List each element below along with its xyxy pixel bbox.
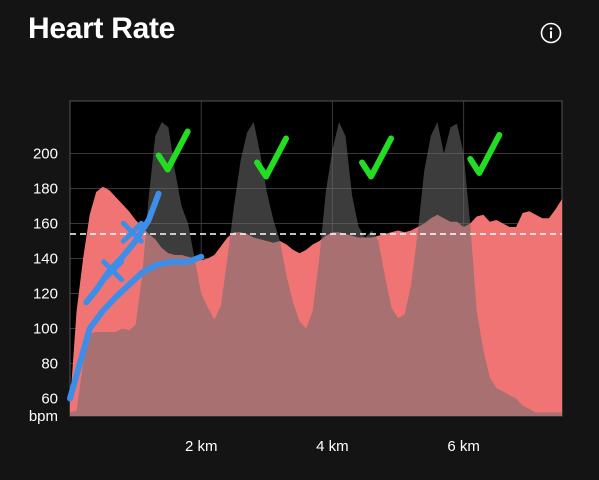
y-tick-label: 100 (33, 321, 58, 338)
x-tick-label: 4 km (316, 438, 349, 455)
blue-annotation-line (67, 253, 205, 402)
y-tick-label: 80 (41, 356, 58, 373)
green-check-icon (359, 135, 395, 180)
y-axis-unit-label: bpm (29, 408, 58, 425)
y-tick-label: 200 (33, 146, 58, 163)
y-tick-label: 160 (33, 216, 58, 233)
x-axis-ticks: 2 km 4 km 6 km (185, 438, 480, 455)
y-tick-label: 60 (41, 391, 58, 408)
green-check-icon (155, 128, 191, 173)
y-tick-label: 180 (33, 181, 58, 198)
x-tick-label: 6 km (447, 438, 480, 455)
blue-annotation-line (83, 190, 162, 306)
x-tick-label: 2 km (185, 438, 218, 455)
blue-cross-mark (120, 220, 144, 244)
blue-cross-mark (101, 259, 125, 283)
y-axis-ticks: 60 80 100 120 140 160 180 200 (33, 146, 58, 408)
info-circle-icon (540, 22, 562, 44)
info-button[interactable] (540, 22, 562, 44)
chart-annotations (67, 128, 503, 402)
reference-area (70, 122, 562, 416)
y-tick-label: 120 (33, 286, 58, 303)
page-title: Heart Rate (28, 12, 176, 45)
green-check-icon (467, 132, 503, 176)
y-tick-label: 140 (33, 251, 58, 268)
green-check-icon (254, 135, 290, 180)
